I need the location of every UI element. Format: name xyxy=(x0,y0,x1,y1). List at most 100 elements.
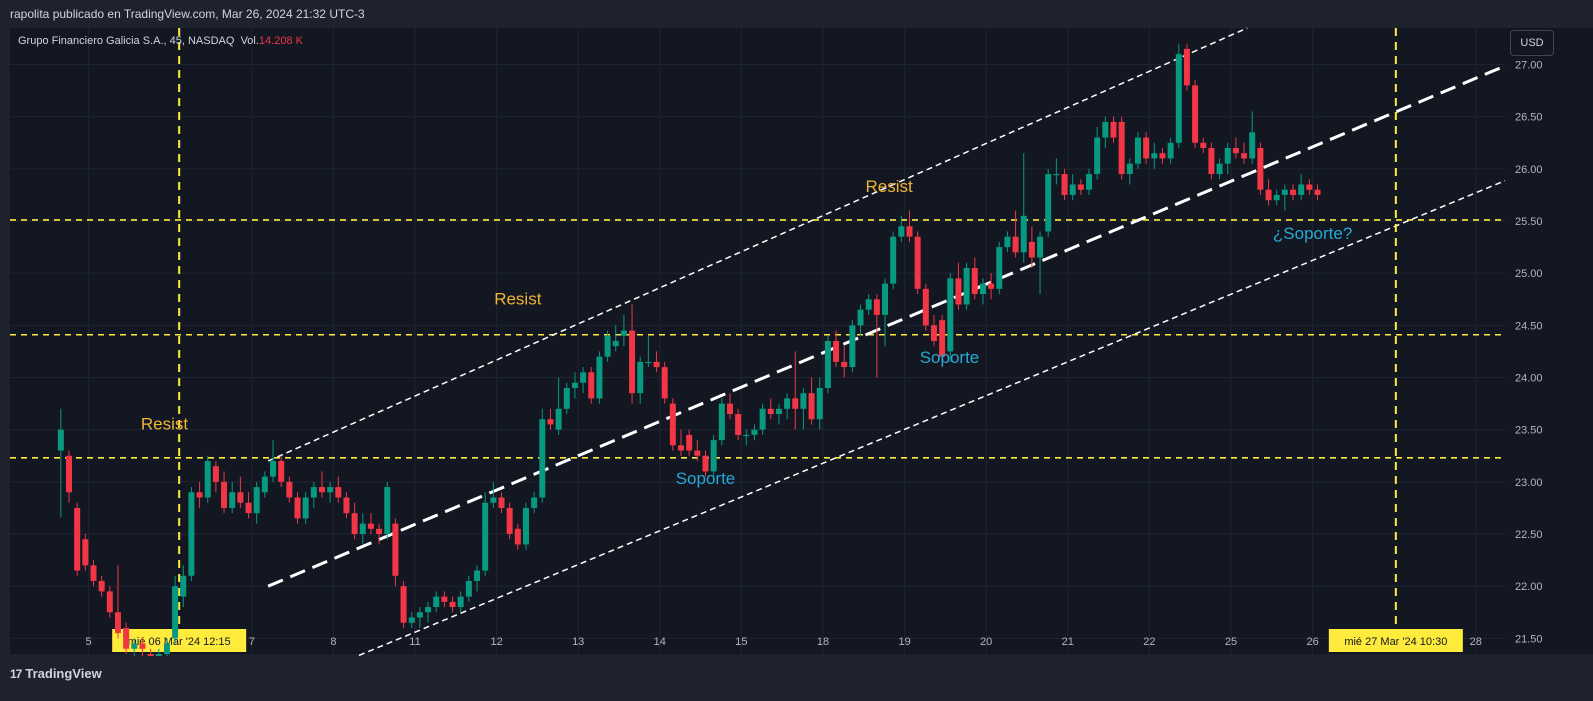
annotation-resist: Resist xyxy=(494,289,542,308)
candle-body xyxy=(996,247,1003,289)
brand-name: TradingView xyxy=(25,666,102,681)
candle-body xyxy=(800,393,807,409)
trend-lines[interactable] xyxy=(267,27,1510,660)
horizontal-levels[interactable]: 25.5124.4123.23 xyxy=(10,211,1548,466)
candle-body xyxy=(384,487,391,535)
candle-body xyxy=(441,596,448,602)
annotation-soporte: Soporte xyxy=(676,469,736,488)
candle-body xyxy=(106,591,113,613)
candle-body xyxy=(90,565,97,581)
candle-body xyxy=(1175,54,1182,143)
x-tick-label: 25 xyxy=(1225,636,1237,648)
annotations[interactable]: Resist Resist Resist Soporte Soporte ¿Soporte… xyxy=(141,177,1352,488)
candle-body xyxy=(335,487,342,498)
candle-body xyxy=(278,460,285,482)
candle-body xyxy=(139,643,146,649)
tradingview-brand[interactable]: 17 TradingView xyxy=(10,666,102,681)
candle-body xyxy=(514,528,521,545)
candle-body xyxy=(66,455,73,493)
candle-body xyxy=(498,497,505,508)
candle-body xyxy=(204,460,211,498)
x-tick-label: 21 xyxy=(1062,636,1074,648)
candle-body xyxy=(1045,174,1052,232)
candle-body xyxy=(1290,189,1297,195)
y-axis[interactable]: 21.50 22.00 22.50 23.00 23.50 24.00 24.50 25.00… xyxy=(1505,28,1593,654)
candle-body xyxy=(310,487,317,498)
candle-body xyxy=(1102,121,1109,138)
candle-body xyxy=(588,372,595,399)
x-tick-label: 13 xyxy=(572,636,584,648)
y-tick-label: 22.00 xyxy=(1515,581,1543,593)
publisher-info: rapolita publicado en TradingView.com, M… xyxy=(10,7,365,21)
candle-body xyxy=(686,434,693,451)
currency-button[interactable]: USD xyxy=(1510,30,1554,56)
candle-body xyxy=(465,580,472,597)
candle-body xyxy=(955,278,962,305)
candle-body xyxy=(979,283,986,295)
candle-body xyxy=(433,596,440,608)
candle-body xyxy=(653,361,660,368)
candle-body xyxy=(669,403,676,446)
candle-body xyxy=(898,226,905,237)
symbol-legend[interactable]: Grupo Financiero Galicia S.A., 45, NASDA… xyxy=(18,35,303,47)
candle-body xyxy=(629,330,636,394)
candle-body xyxy=(620,330,627,336)
candle-body xyxy=(131,643,138,649)
candle-body xyxy=(1151,153,1158,159)
x-tick-label: 14 xyxy=(654,636,666,648)
candle-body xyxy=(114,612,121,634)
candle-body xyxy=(563,387,570,409)
candle-body xyxy=(596,356,603,399)
candle-body xyxy=(555,408,562,430)
candle-body xyxy=(1167,142,1174,159)
candle-body xyxy=(792,398,799,409)
y-tick-label: 27.00 xyxy=(1515,60,1543,72)
candle-body xyxy=(376,528,383,535)
candle-body xyxy=(1232,147,1239,154)
candle-body xyxy=(400,586,407,623)
x-tick-label: 7 xyxy=(249,636,255,648)
candle-body xyxy=(1061,174,1068,195)
x-tick-label: 18 xyxy=(817,636,829,648)
chart-area[interactable] xyxy=(10,28,1510,654)
candle-body xyxy=(849,325,856,368)
candle-body xyxy=(1265,189,1272,201)
candle-body xyxy=(963,267,970,305)
candle-body xyxy=(580,372,587,383)
candle-body xyxy=(539,419,546,498)
candle-body xyxy=(408,617,415,623)
candle-body xyxy=(914,236,921,289)
candle-body xyxy=(359,523,366,535)
trend-line-upper xyxy=(267,27,1248,462)
candle-body xyxy=(188,492,195,576)
y-tick-label: 26.50 xyxy=(1515,112,1543,124)
x-tick-label: 5 xyxy=(86,636,92,648)
x-tick-label: 15 xyxy=(735,636,747,648)
x-tick-label: 26 xyxy=(1306,636,1318,648)
candle-body xyxy=(882,283,889,315)
candle-body xyxy=(367,523,374,529)
candle-body xyxy=(237,492,244,503)
candle-body xyxy=(1012,236,1019,253)
y-tick-label: 25.00 xyxy=(1515,268,1543,280)
candle-body xyxy=(759,408,766,430)
vertical-markers[interactable]: mié 06 Mar '24 12:15 mié 27 Mar '24 10:30 xyxy=(112,28,1463,654)
candle-body xyxy=(1306,184,1313,190)
candle-body xyxy=(808,393,815,420)
candle-body xyxy=(1053,174,1060,176)
trend-line-middle xyxy=(267,63,1510,588)
x-axis[interactable]: 5 7 8 11 12 13 14 15 18 19 20 21 22 25 26 28 xyxy=(86,636,1482,648)
candle-body xyxy=(751,429,758,435)
candle-body xyxy=(449,601,456,608)
candle-body xyxy=(735,414,742,435)
y-tick-label: 25.50 xyxy=(1515,216,1543,228)
candle-body xyxy=(767,408,774,415)
candle-body xyxy=(1281,189,1288,195)
candle-body xyxy=(392,523,399,576)
candle-body xyxy=(490,497,497,503)
x-tick-label: 11 xyxy=(409,636,420,648)
candle-body xyxy=(841,361,848,368)
candle-body xyxy=(1118,121,1125,175)
candle-body xyxy=(645,361,652,364)
